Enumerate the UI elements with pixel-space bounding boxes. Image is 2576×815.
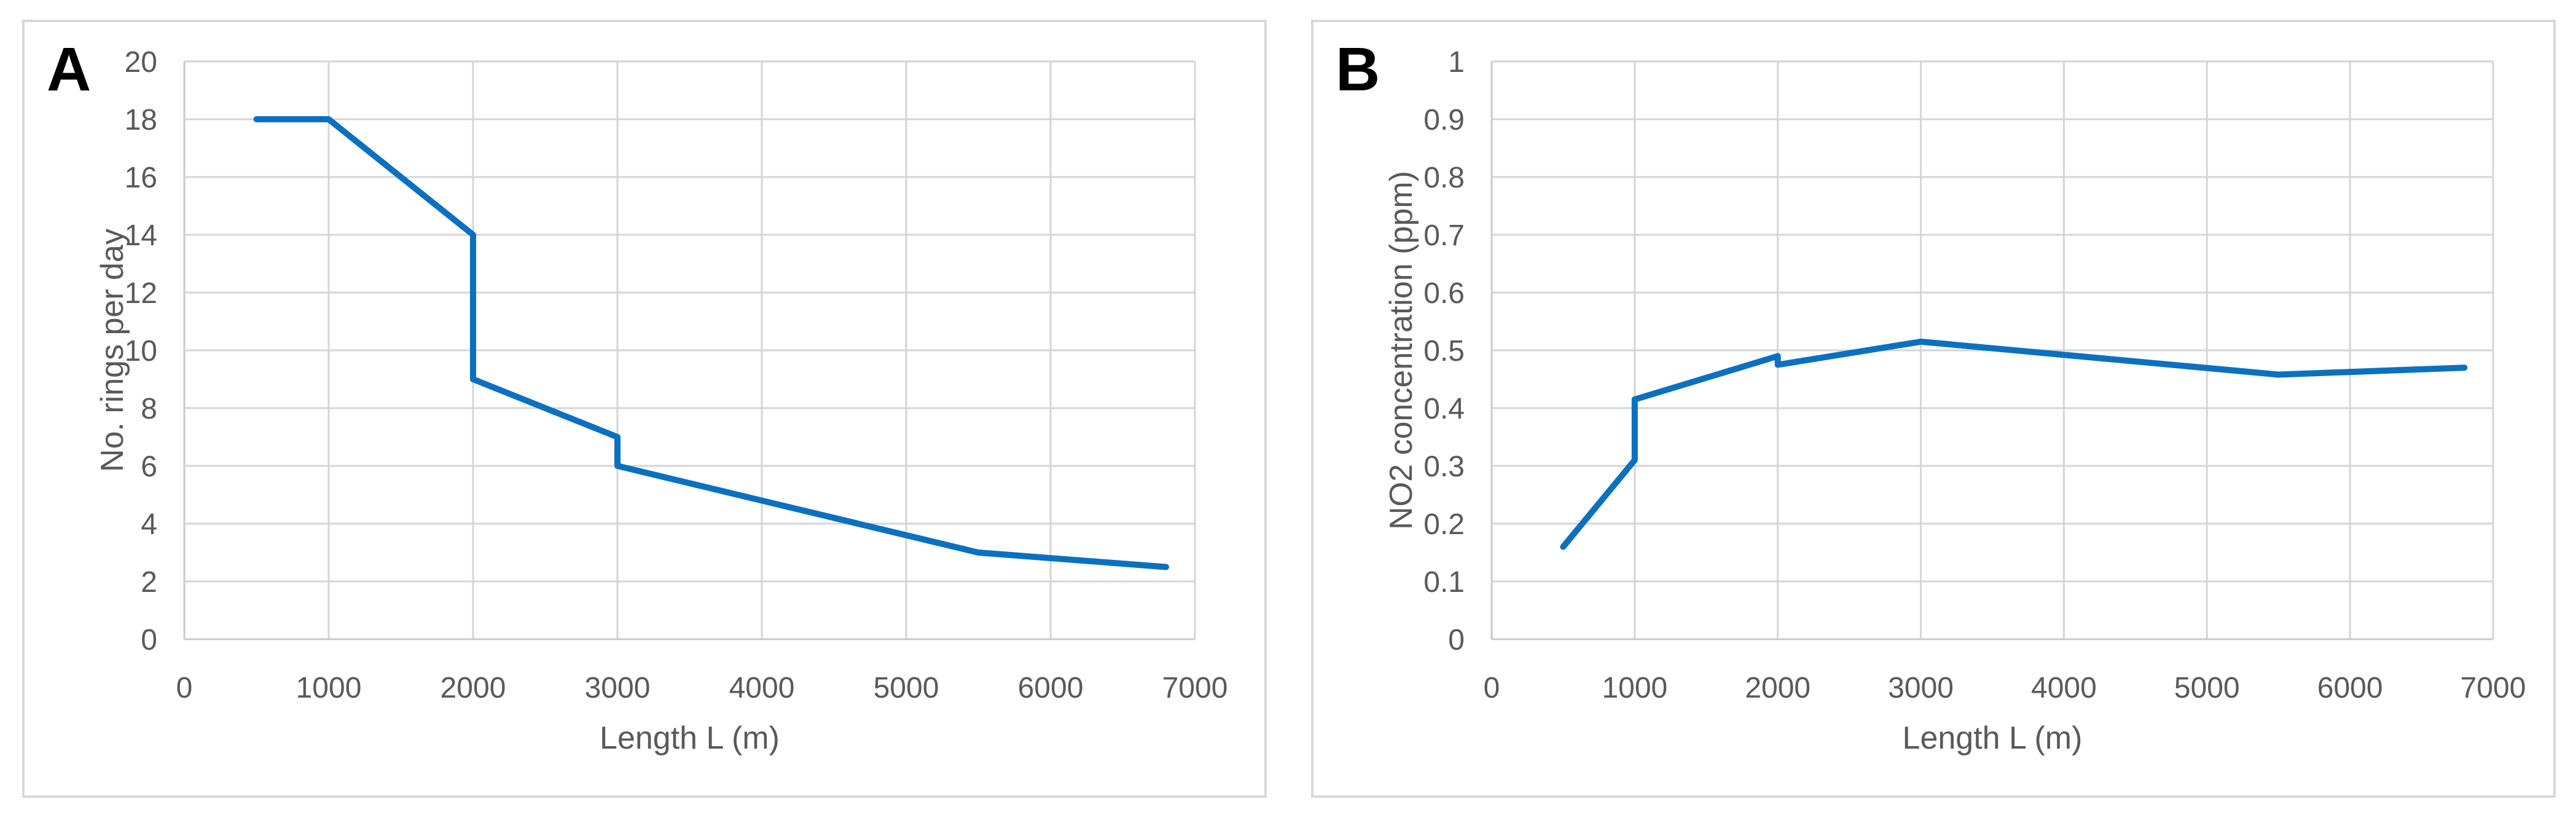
x-tick-label: 3000 xyxy=(1888,672,1954,704)
y-tick-label: 14 xyxy=(125,219,157,252)
y-tick-label: 0.7 xyxy=(1423,219,1465,252)
x-tick-label: 0 xyxy=(1484,672,1500,704)
x-tick-label: 0 xyxy=(176,672,193,704)
y-tick-label: 16 xyxy=(125,162,157,194)
y-tick-label: 0.2 xyxy=(1423,508,1465,541)
line-chart-a: 0 2 4 6 8 10 12 14 16 18 20 0 1000 2000 3000 4000 5000 60… xyxy=(95,46,1228,756)
y-tick-label: 0.5 xyxy=(1423,335,1465,368)
x-tick-label: 3000 xyxy=(585,672,651,704)
y-tick-label: 18 xyxy=(125,104,157,136)
y-tick-label: 12 xyxy=(125,277,157,310)
y-tick-label: 0.9 xyxy=(1423,104,1465,136)
y-tick-label: 1 xyxy=(1448,46,1465,79)
y-axis-title: NO2 concentration (ppm) xyxy=(1384,171,1419,530)
chart-panel-b: B 0 0.1 0.2 0.3 0.4 0.5 0.6 0.7 0.8 0.9 1 0 1000 2000… xyxy=(1311,20,2556,798)
panel-b-label: B xyxy=(1336,35,1380,104)
x-tick-label: 7000 xyxy=(2461,672,2526,704)
y-tick-label: 8 xyxy=(141,393,157,425)
x-tick-label: 1000 xyxy=(1602,672,1667,704)
y-tick-label: 4 xyxy=(141,508,157,541)
x-tick-label: 5000 xyxy=(874,672,939,704)
y-tick-label: 0.8 xyxy=(1423,162,1465,194)
x-tick-label: 4000 xyxy=(2031,672,2097,704)
y-tick-label: 0.6 xyxy=(1423,277,1465,310)
y-axis-title: No. rings per day xyxy=(95,229,130,472)
y-tick-label: 10 xyxy=(125,335,157,368)
y-tick-label: 0 xyxy=(141,624,157,656)
y-tick-label: 0.1 xyxy=(1423,566,1465,599)
panel-a-label: A xyxy=(47,35,92,104)
y-tick-label: 6 xyxy=(141,451,157,483)
x-tick-label: 2000 xyxy=(1745,672,1811,704)
x-axis-title: Length L (m) xyxy=(1903,720,2083,756)
y-tick-label: 2 xyxy=(141,566,157,599)
x-tick-label: 7000 xyxy=(1162,672,1228,704)
y-tick-label: 0 xyxy=(1448,624,1465,656)
x-tick-label: 6000 xyxy=(2317,672,2383,704)
series-line xyxy=(1560,338,2468,550)
x-tick-label: 6000 xyxy=(1018,672,1084,704)
x-tick-label: 5000 xyxy=(2174,672,2240,704)
x-axis-title: Length L (m) xyxy=(600,720,780,756)
x-tick-label: 4000 xyxy=(729,672,795,704)
chart-panel-a: A 0 2 4 6 8 10 12 14 16 18 20 0 1000 2000 3000 4000 5000… xyxy=(22,20,1267,798)
y-tick-label: 20 xyxy=(125,46,157,79)
y-tick-label: 0.3 xyxy=(1423,451,1465,483)
x-tick-label: 2000 xyxy=(440,672,506,704)
x-tick-label: 1000 xyxy=(296,672,362,704)
y-tick-label: 0.4 xyxy=(1423,393,1465,425)
series-line xyxy=(253,116,1169,570)
line-chart-b: 0 0.1 0.2 0.3 0.4 0.5 0.6 0.7 0.8 0.9 1 0 1000 2000 30… xyxy=(1384,46,2526,756)
